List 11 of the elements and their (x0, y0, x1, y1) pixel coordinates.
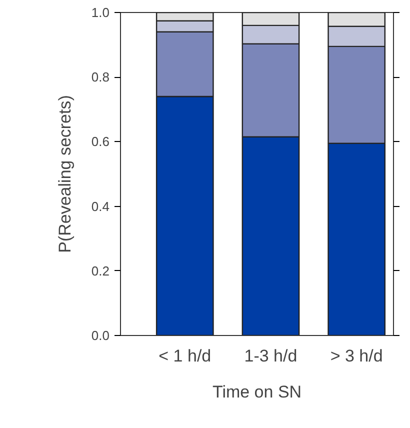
y-tick-label: 0.8 (91, 70, 110, 85)
y-tick-label: 0.6 (91, 134, 110, 150)
y-tick-label: 0.2 (91, 263, 110, 278)
y-tick-label: 1.0 (91, 5, 110, 20)
y-axis-title: P(Revealing secrets) (55, 95, 74, 253)
y-tick-label: 0.0 (91, 328, 110, 343)
x-tick-label: < 1 h/d (158, 346, 212, 366)
y-tick-label: 0.4 (91, 198, 110, 214)
x-tick-label: > 3 h/d (330, 346, 383, 366)
x-axis-title: Time on SN (212, 382, 302, 402)
x-tick-label: 1-3 h/d (244, 346, 298, 366)
